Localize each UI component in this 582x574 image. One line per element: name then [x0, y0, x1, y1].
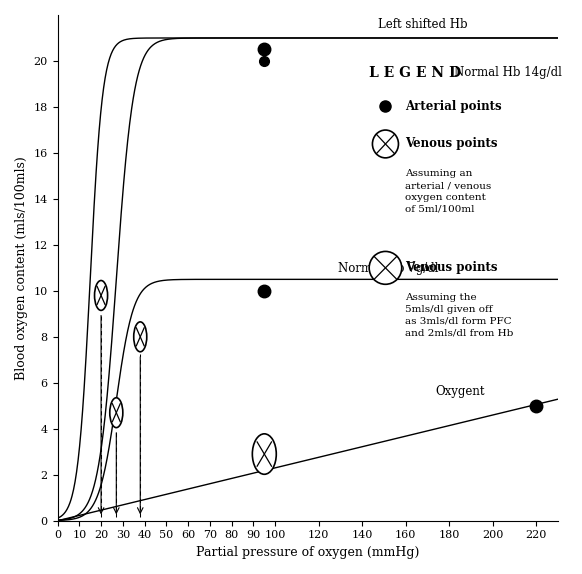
Ellipse shape	[110, 398, 123, 428]
Text: Assuming an
arterial / venous
oxygen content
of 5ml/100ml: Assuming an arterial / venous oxygen con…	[406, 169, 492, 214]
Text: Assuming the
5mls/dl given off
as 3mls/dl form PFC
and 2mls/dl from Hb: Assuming the 5mls/dl given off as 3mls/d…	[406, 293, 514, 338]
Text: Venous points: Venous points	[406, 261, 498, 274]
Text: Normal Hb 7g/dl: Normal Hb 7g/dl	[338, 262, 439, 275]
Ellipse shape	[94, 281, 108, 311]
Text: Venous points: Venous points	[406, 137, 498, 150]
Ellipse shape	[134, 322, 147, 352]
Ellipse shape	[372, 130, 399, 158]
Text: Oxygent: Oxygent	[435, 385, 485, 398]
Ellipse shape	[369, 251, 402, 284]
Text: Normal Hb 14g/dl: Normal Hb 14g/dl	[454, 67, 562, 79]
X-axis label: Partial pressure of oxygen (mmHg): Partial pressure of oxygen (mmHg)	[196, 546, 420, 559]
Text: Arterial points: Arterial points	[406, 99, 502, 113]
Text: L E G E N D: L E G E N D	[370, 65, 462, 80]
Y-axis label: Blood oxygen content (mls/100mls): Blood oxygen content (mls/100mls)	[15, 156, 28, 380]
Ellipse shape	[253, 434, 276, 474]
Text: Left shifted Hb: Left shifted Hb	[378, 18, 468, 31]
